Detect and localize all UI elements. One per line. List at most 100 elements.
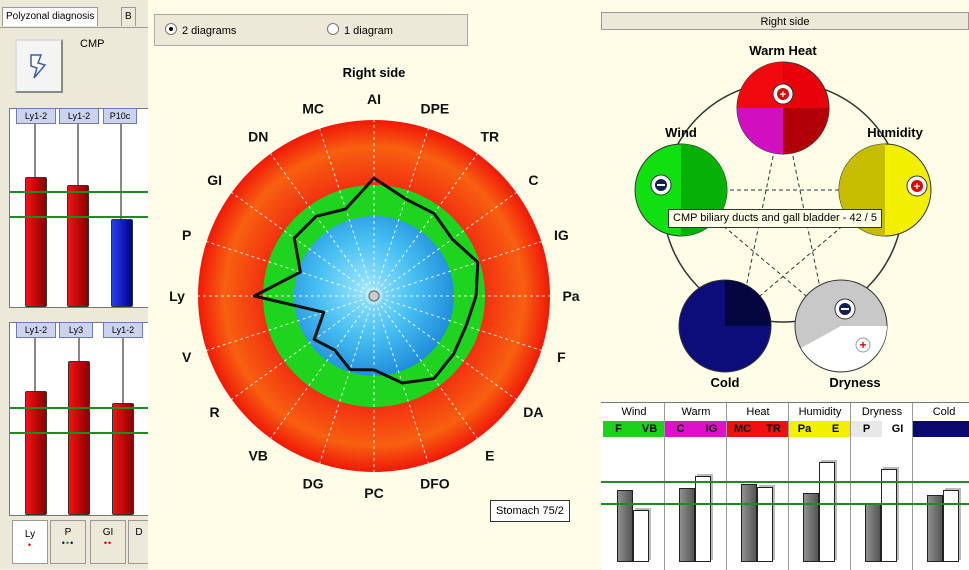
- top-bar-label-1: Ly1-2: [16, 108, 56, 124]
- radar-spoke: [373, 295, 542, 351]
- tab-b[interactable]: B: [121, 7, 136, 26]
- meridian-code: R: [924, 423, 933, 435]
- bottom-tab-gi[interactable]: GI ••: [90, 520, 126, 564]
- meridian-label-pa: Pa: [562, 288, 579, 304]
- meridian-label-tr: TR: [480, 129, 499, 145]
- radar-spoke: [319, 295, 375, 464]
- radar-spoke: [373, 128, 429, 297]
- element-column-cold: Cold: [932, 406, 956, 418]
- warm-heat-label: Warm Heat: [749, 43, 817, 58]
- left-panel: Polyzonal diagnosis B CMP Ly1-2 Ly1-2 P1…: [0, 0, 149, 569]
- gray-bar: [741, 484, 757, 562]
- diagram-title: Right side: [343, 65, 406, 80]
- radar-spoke: [206, 295, 375, 351]
- right-panel-title: Right side: [601, 12, 969, 30]
- element-tooltip: CMP biliary ducts and gall bladder - 42 …: [668, 209, 883, 228]
- radar-spoke: [231, 295, 375, 400]
- meridian-label-dpe: DPE: [420, 101, 449, 117]
- radio-1-diagram[interactable]: 1 diagram: [327, 23, 393, 37]
- warm-heat-element[interactable]: + Warm Heat: [736, 43, 830, 155]
- radar-spoke: [373, 295, 429, 464]
- gray-bar: [617, 490, 633, 562]
- element-column-warm: Warm: [681, 406, 711, 418]
- dryness-element[interactable]: + Dryness: [794, 279, 888, 390]
- top-bar-label-3: P10c: [103, 108, 137, 124]
- meridian-code: MC: [733, 423, 752, 435]
- status-box: Stomach 75/2: [490, 500, 570, 522]
- gray-bar: [679, 488, 695, 562]
- meridian-label-dn: DN: [248, 129, 268, 145]
- cmp-button[interactable]: [15, 39, 63, 93]
- five-elements-diagram: + Warm Heat Wind + Humidity Cold: [634, 43, 932, 390]
- radar-spoke: [373, 295, 517, 400]
- element-column-wind: Wind: [621, 406, 647, 418]
- meridian-code: TR: [766, 423, 781, 435]
- meridian-label-v: V: [182, 349, 192, 365]
- element-band: F VB: [603, 421, 665, 437]
- radar-spoke: [373, 153, 478, 297]
- element-band: Pa E: [789, 421, 851, 437]
- radio-2-diagrams[interactable]: 2 diagrams: [165, 23, 236, 37]
- meridian-code: IG: [705, 423, 718, 435]
- meridian-code: V: [955, 423, 964, 435]
- bottom-bar-2: [68, 361, 90, 515]
- center-point: [368, 290, 380, 302]
- top-bar-label-2: Ly1-2: [59, 108, 99, 124]
- cold-element[interactable]: Cold: [678, 279, 772, 390]
- top-bar-group: Ly1-2 Ly1-2 P10c: [9, 108, 149, 308]
- meridian-label-p: P: [182, 227, 191, 243]
- svg-text:+: +: [780, 89, 786, 101]
- meridian-label-ai: AI: [367, 91, 381, 107]
- svg-text:+: +: [859, 338, 866, 352]
- element-band: P GI: [851, 421, 913, 437]
- bottom-bar-1: [25, 391, 47, 515]
- element-bar-chart: Wind F VB Warm C IG Heat MC TR Humidity Pa E Dryness…: [601, 402, 969, 570]
- bottom-tab-p[interactable]: P •••: [50, 520, 86, 564]
- meridian-label-ig: IG: [554, 227, 569, 243]
- meridian-label-gi: GI: [207, 172, 222, 188]
- white-bar: [757, 487, 773, 562]
- radar-spoke: [373, 241, 542, 297]
- meridian-label-f: F: [557, 349, 566, 365]
- meridian-code: VB: [641, 423, 658, 435]
- body-figure-icon: [30, 54, 47, 79]
- element-band: MC TR: [727, 421, 789, 437]
- meridian-code: C: [676, 423, 685, 435]
- meridian-code: Pa: [797, 423, 812, 435]
- meridian-label-dfo: DFO: [420, 475, 450, 491]
- bottom-bar-label-1: Ly1-2: [16, 322, 56, 338]
- meridian-code: F: [615, 423, 622, 435]
- top-bar-1: [25, 177, 47, 307]
- tab-polyzonal-diagnosis[interactable]: Polyzonal diagnosis: [2, 7, 99, 26]
- white-bar: [633, 510, 649, 562]
- gray-bar: [803, 493, 819, 562]
- white-bar: [943, 490, 959, 562]
- cold-label: Cold: [711, 375, 740, 390]
- humidity-label: Humidity: [867, 125, 923, 140]
- meridian-label-c: C: [528, 172, 538, 188]
- white-bar: [881, 469, 897, 562]
- meridian-label-r: R: [210, 404, 220, 420]
- bottom-tab-ly[interactable]: Ly •: [12, 520, 48, 564]
- bottom-tab-d[interactable]: D: [128, 520, 149, 564]
- gray-bar: [865, 504, 881, 562]
- diagram-mode-group: 2 diagrams 1 diagram: [154, 14, 468, 46]
- meridian-code: E: [831, 423, 840, 435]
- white-bar: [819, 462, 835, 562]
- meridian-label-da: DA: [523, 404, 543, 420]
- left-tabstrip: Polyzonal diagnosis B: [0, 7, 148, 27]
- meridian-label-vb: VB: [248, 447, 267, 463]
- meridian-label-e: E: [485, 447, 494, 463]
- meridian-code: GI: [882, 421, 913, 437]
- radar-spoke: [231, 192, 375, 297]
- meridian-label-mc: MC: [302, 101, 324, 117]
- radar-spoke: [270, 153, 375, 297]
- gray-bar: [927, 495, 943, 562]
- meridian-label-dg: DG: [303, 475, 324, 491]
- bottom-bar-label-3: Ly1-2: [103, 322, 143, 338]
- dryness-label: Dryness: [829, 375, 880, 390]
- svg-text:+: +: [914, 181, 920, 193]
- radar-spoke: [206, 241, 375, 297]
- five-elements-panel: Right side + Warm Heat Win: [601, 0, 969, 570]
